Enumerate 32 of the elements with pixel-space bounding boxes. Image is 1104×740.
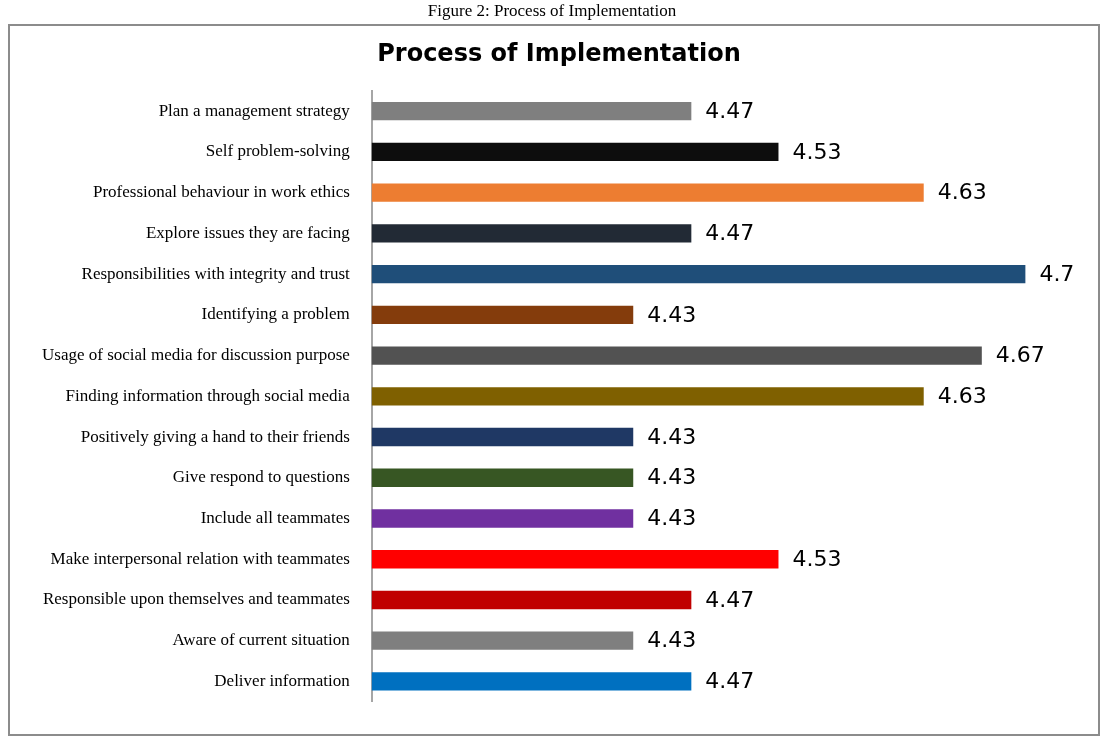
y-tick-label: Make interpersonal relation with teammates — [50, 548, 350, 568]
y-tick-label: Usage of social media for discussion purpose — [41, 345, 350, 365]
data-label: 4.47 — [705, 220, 755, 246]
data-label: 4.47 — [705, 586, 755, 612]
data-label: 4.43 — [647, 301, 697, 327]
y-tick-label: Give respond to questions — [172, 467, 350, 487]
y-tick-label: Deliver information — [214, 670, 351, 690]
chart-title: Process of Implementation — [377, 38, 741, 67]
data-label: 4.47 — [705, 97, 755, 123]
y-tick-label: Responsible upon themselves and teammates — [42, 589, 350, 609]
y-tick-label: Identifying a problem — [201, 304, 350, 324]
data-label: 4.47 — [705, 668, 755, 694]
data-label: 4.53 — [792, 138, 842, 164]
y-tick-label: Aware of current situation — [172, 630, 351, 650]
data-label: 4.43 — [647, 464, 697, 490]
y-tick-label: Include all teammates — [200, 507, 350, 527]
data-label: 4.43 — [647, 505, 697, 531]
caption: Figure 2: Process of Implementation — [426, 0, 678, 22]
data-label: 4.43 — [647, 423, 697, 449]
y-tick-label: Explore issues they are facing — [145, 222, 351, 242]
y-tick-label: Responsibilities with integrity and trust — [81, 263, 351, 283]
data-label: 4.67 — [995, 342, 1045, 368]
y-tick-label: Positively giving a hand to their friends — [80, 426, 350, 446]
data-label: 4.7 — [1039, 260, 1075, 286]
y-tick-label: Finding information through social media — [65, 385, 351, 405]
data-label: 4.63 — [937, 383, 987, 409]
y-tick-label: Plan a management strategy — [158, 100, 351, 120]
y-tick-label: Professional behaviour in work ethics — [92, 182, 350, 202]
data-label: 4.53 — [792, 545, 842, 571]
y-tick-label: Self problem-solving — [205, 141, 351, 161]
data-label: 4.63 — [937, 179, 987, 205]
data-label: 4.43 — [647, 627, 697, 653]
